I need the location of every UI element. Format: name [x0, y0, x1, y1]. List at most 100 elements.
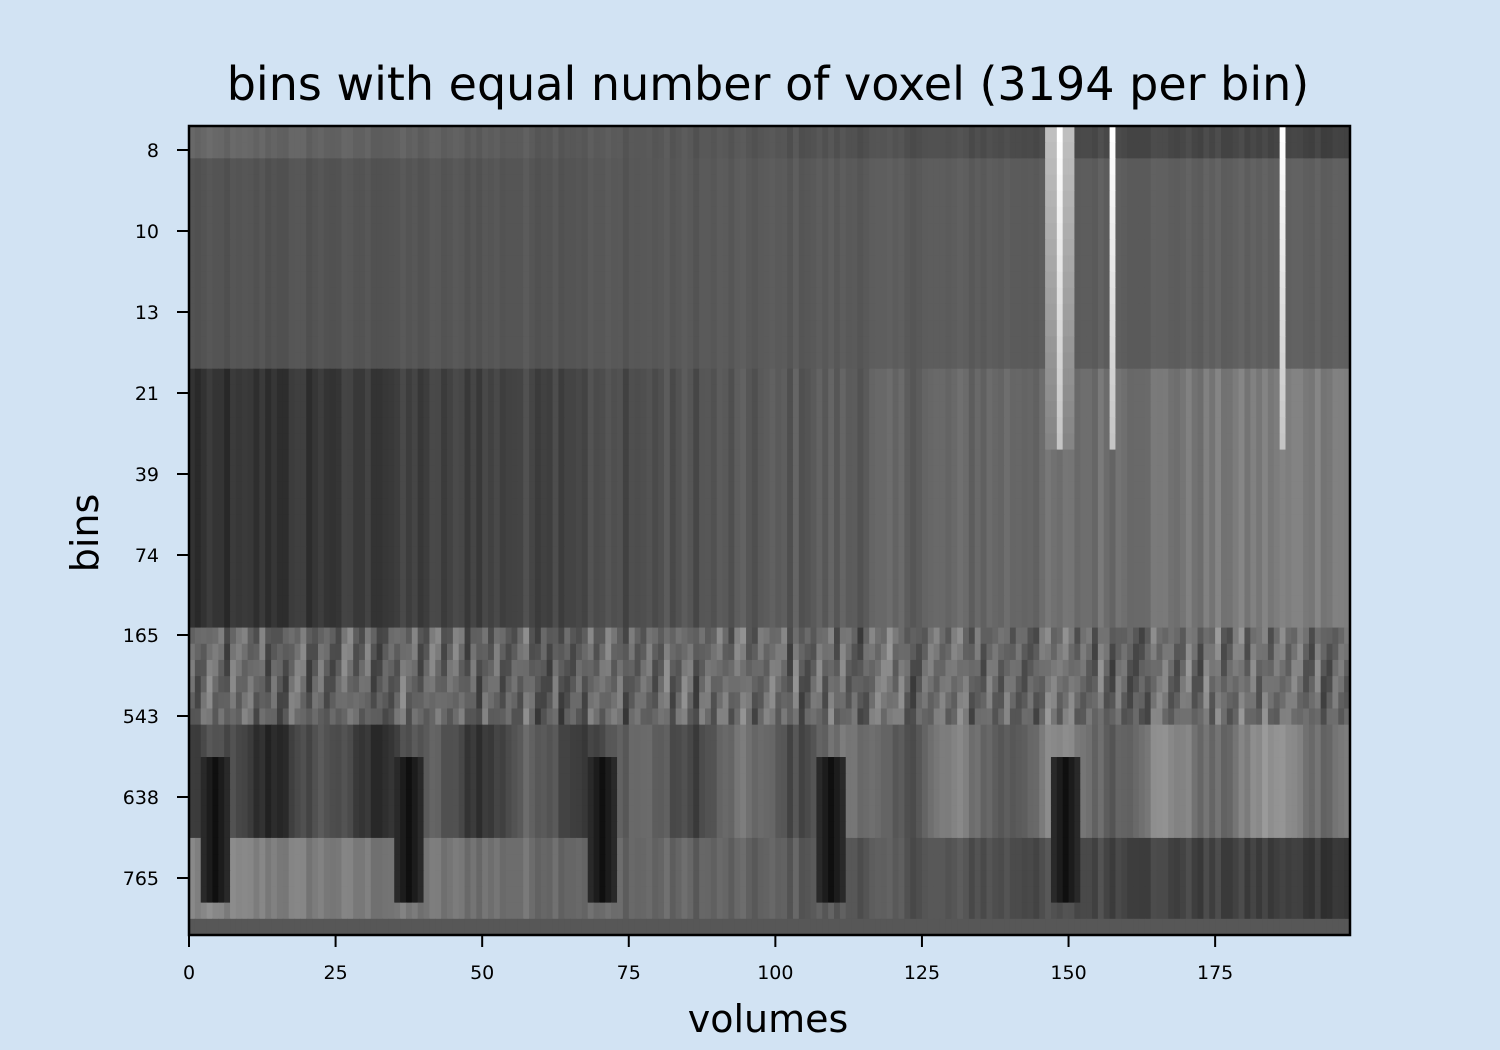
heatmap-cell [382, 303, 389, 321]
heatmap-cell [470, 465, 477, 483]
heatmap-cell [1203, 481, 1210, 499]
heatmap-cell [306, 223, 313, 240]
heatmap-cell [986, 287, 993, 305]
heatmap-cell [693, 255, 700, 273]
heatmap-cell [511, 142, 518, 159]
heatmap-cell [980, 255, 988, 273]
heatmap-cell [652, 401, 659, 418]
heatmap-cell [1086, 465, 1093, 483]
heatmap-cell [617, 142, 624, 159]
heatmap-cell [1138, 255, 1146, 273]
heatmap-cell [828, 255, 835, 273]
heatmap-cell [687, 239, 694, 257]
heatmap-cell [746, 303, 753, 321]
heatmap-cell [1303, 336, 1310, 354]
heatmap-cell [974, 320, 982, 337]
heatmap-cell [458, 190, 466, 208]
heatmap-cell [1179, 206, 1187, 224]
heatmap-cell [1174, 142, 1181, 159]
heatmap-cell [740, 190, 747, 208]
heatmap-cell [505, 401, 513, 418]
heatmap-cell [980, 433, 988, 451]
heatmap-cell [1062, 303, 1070, 321]
heatmap-cell [1062, 481, 1070, 499]
heatmap-cell [276, 481, 284, 499]
heatmap-cell [963, 336, 970, 354]
heatmap-cell [775, 481, 782, 499]
heatmap-cell [405, 498, 413, 515]
heatmap-cell [1068, 255, 1076, 273]
heatmap-cell [663, 514, 671, 532]
heatmap-cell [511, 417, 518, 435]
heatmap-cell [1162, 481, 1169, 499]
heatmap-cell [464, 384, 472, 402]
heatmap-cell [499, 271, 507, 289]
heatmap-cell [939, 287, 947, 305]
heatmap-cell [939, 352, 947, 370]
heatmap-cell [1197, 255, 1205, 273]
heatmap-cell [968, 287, 976, 305]
heatmap-cell [1326, 239, 1334, 257]
heatmap-cell [951, 239, 958, 257]
heatmap-cell [271, 449, 278, 467]
heatmap-cell [1056, 498, 1064, 515]
heatmap-cell [288, 239, 296, 257]
heatmap-cell [1156, 514, 1163, 532]
heatmap-cell [405, 158, 413, 176]
heatmap-cell [1027, 303, 1034, 321]
heatmap-cell [235, 142, 243, 159]
heatmap-cell [1021, 287, 1029, 305]
heatmap-cell [230, 530, 237, 548]
heatmap-cell [1033, 514, 1040, 532]
heatmap-cell [869, 498, 876, 515]
heatmap-cell [1291, 126, 1298, 143]
heatmap-cell [1156, 417, 1163, 435]
heatmap-cell [482, 320, 489, 337]
heatmap-cell [470, 514, 477, 532]
heatmap-cell [886, 352, 894, 370]
heatmap-cell [646, 514, 653, 532]
heatmap-cell [564, 401, 571, 418]
heatmap-cell [1103, 255, 1111, 273]
heatmap-cell [476, 401, 483, 418]
heatmap-cell [1215, 433, 1222, 451]
heatmap-cell [845, 449, 853, 467]
heatmap-cell [1232, 481, 1240, 499]
heatmap-cell [751, 190, 759, 208]
heatmap-cell [1074, 465, 1081, 483]
heatmap-cell [405, 417, 413, 435]
heatmap-cell [1068, 190, 1076, 208]
heatmap-cell [892, 142, 900, 159]
heatmap-cell [1039, 465, 1046, 483]
heatmap-cell [1279, 401, 1287, 418]
heatmap-cell [493, 465, 501, 483]
heatmap-cell [1303, 142, 1310, 159]
heatmap-cell [640, 126, 647, 143]
heatmap-cell [517, 320, 524, 337]
heatmap-cell [1344, 190, 1351, 208]
heatmap-cell [957, 368, 964, 386]
heatmap-cell [312, 433, 319, 451]
heatmap-cell [564, 481, 571, 499]
heatmap-cell [470, 223, 477, 240]
heatmap-cell [300, 449, 307, 467]
heatmap-cell [593, 498, 601, 515]
heatmap-cell [834, 303, 841, 321]
heatmap-cell [1115, 158, 1122, 176]
heatmap-cell [335, 498, 343, 515]
heatmap-cell [857, 368, 864, 386]
heatmap-cell [904, 514, 911, 532]
heatmap-cell [511, 433, 518, 451]
heatmap-cell [206, 401, 214, 418]
heatmap-cell [1050, 190, 1058, 208]
heatmap-cell [382, 190, 389, 208]
heatmap-cell [822, 158, 829, 176]
heatmap-cell [1009, 271, 1017, 289]
heatmap-cell [746, 271, 753, 289]
heatmap-cell [798, 320, 806, 337]
heatmap-cell [593, 255, 601, 273]
heatmap-cell [224, 287, 231, 305]
heatmap-cell [687, 449, 694, 467]
heatmap-cell [370, 336, 378, 354]
